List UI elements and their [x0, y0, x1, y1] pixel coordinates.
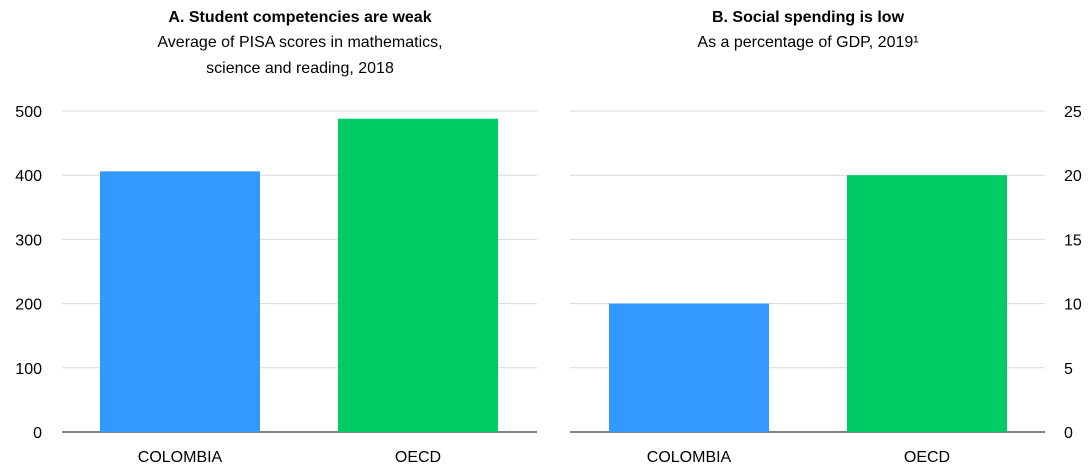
panel-a-category-label: OECD — [395, 449, 441, 466]
panel-a: A. Student competencies are weak Average… — [15, 9, 537, 466]
panel-b: B. Social spending is low As a percentag… — [570, 9, 1082, 466]
panel-a-y-tick-label: 300 — [15, 232, 42, 249]
panel-a-y-tick-label: 500 — [15, 104, 42, 121]
panel-b-y-tick-label: 15 — [1064, 232, 1082, 249]
panel-b-bar-colombia — [609, 303, 769, 432]
panel-a-bar-oecd — [338, 118, 498, 432]
panel-a-y-axis: 0 100 200 300 400 500 — [15, 104, 42, 442]
panel-b-y-tick-label: 20 — [1064, 168, 1082, 185]
panel-a-subtitle-line-2: science and reading, 2018 — [206, 60, 394, 77]
panel-b-x-axis: COLOMBIA OECD — [647, 449, 950, 466]
panel-b-y-tick-label: 0 — [1064, 425, 1073, 442]
panel-b-subtitle-line-1: As a percentage of GDP, 2019¹ — [697, 34, 918, 51]
panel-b-y-tick-label: 10 — [1064, 297, 1082, 314]
panel-a-subtitle-line-1: Average of PISA scores in mathematics, — [157, 34, 442, 51]
panel-b-y-tick-label: 25 — [1064, 104, 1082, 121]
panel-a-title: A. Student competencies are weak — [168, 9, 431, 26]
panel-b-y-axis: 0 5 10 15 20 25 — [1064, 104, 1082, 442]
panel-b-category-label: COLOMBIA — [647, 449, 732, 466]
panel-a-y-tick-label: 200 — [15, 297, 42, 314]
panel-a-x-axis: COLOMBIA OECD — [138, 449, 441, 466]
panel-b-bars — [609, 175, 1007, 432]
panel-a-bar-colombia — [100, 171, 260, 432]
panel-a-y-tick-label: 400 — [15, 168, 42, 185]
panel-a-category-label: COLOMBIA — [138, 449, 223, 466]
panel-b-y-tick-label: 5 — [1064, 361, 1073, 378]
panel-a-y-tick-label: 0 — [33, 425, 42, 442]
panel-a-bars — [100, 118, 498, 432]
panel-b-category-label: OECD — [904, 449, 950, 466]
panel-b-title: B. Social spending is low — [712, 9, 905, 26]
panel-a-y-tick-label: 100 — [15, 361, 42, 378]
panel-b-bar-oecd — [847, 175, 1007, 432]
